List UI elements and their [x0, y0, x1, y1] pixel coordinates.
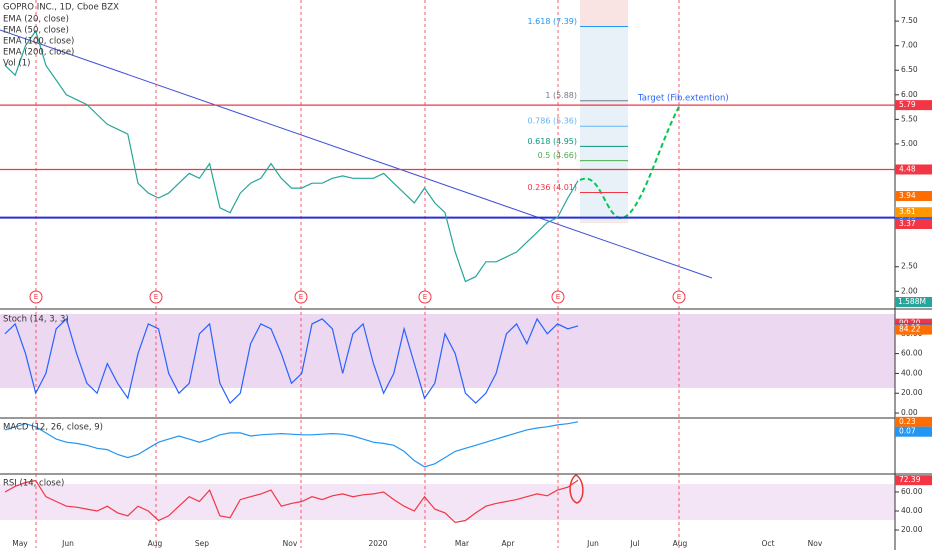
y-tick-label: 20.00: [901, 388, 923, 397]
trend-line: [0, 29, 713, 279]
event-marker: [294, 290, 308, 304]
x-tick-label: May: [12, 539, 28, 548]
fib-label: 0.236 (4.01): [528, 183, 578, 192]
legend-entry: EMA (200, close): [3, 48, 74, 58]
y-tick-label: 60.00: [901, 487, 923, 496]
price-tag: [895, 164, 932, 175]
fib-zone: [580, 27, 628, 222]
price-tag: [895, 426, 932, 437]
event-label: E: [34, 293, 38, 301]
price-tag-label: 3.37: [899, 219, 916, 228]
fib-label: 0.786 (5.36): [528, 117, 578, 126]
x-tick-label: Apr: [502, 539, 516, 548]
panel-title: RSI (14, close): [3, 479, 64, 489]
event-marker: [149, 290, 163, 304]
volume-label: 1.588M: [898, 297, 926, 306]
series-line: [4, 421, 579, 468]
x-tick-label: Jul: [629, 539, 639, 548]
series-line: [4, 29, 579, 283]
legend-entry: EMA (100, close): [3, 37, 74, 47]
y-tick-label: 7.00: [901, 41, 918, 50]
y-tick-label: 20.00: [901, 525, 923, 534]
x-tick-label: Nov: [283, 539, 298, 548]
price-tag-label: 72.39: [899, 475, 921, 484]
panel-title: Stoch (14, 3, 3): [3, 315, 69, 325]
y-tick-label: 40.00: [901, 368, 923, 377]
event-label: E: [299, 293, 303, 301]
price-tag: [895, 219, 932, 229]
y-tick-label: 40.00: [901, 506, 923, 515]
y-tick-label: 60.00: [901, 349, 923, 358]
x-tick-label: Nov: [808, 539, 823, 548]
y-tick-label: 2.50: [901, 262, 918, 271]
annotation: Target (Fib.extention): [637, 94, 729, 104]
x-tick-label: Mar: [455, 539, 470, 548]
y-tick-label: 5.50: [901, 114, 918, 123]
price-tag: [895, 416, 932, 427]
y-tick-label: 6.00: [901, 90, 918, 99]
y-tick-label: 6.50: [901, 65, 918, 74]
event-marker: [29, 290, 43, 304]
volume-tag: [895, 297, 932, 307]
price-tag-label: 5.79: [899, 100, 916, 109]
price-tag: [895, 191, 932, 201]
event-label: E: [154, 293, 158, 301]
price-tag: [895, 475, 932, 486]
price-tag: [895, 207, 932, 218]
series-line: [4, 317, 579, 405]
fib-label: 1 (5.88): [545, 91, 577, 100]
x-tick-label: Jun: [61, 539, 74, 548]
fib-label: 0.5 (4.66): [538, 151, 577, 160]
price-tag: [895, 100, 932, 111]
stoch-band: [0, 314, 895, 388]
legend-entry: EMA (50, close): [3, 26, 69, 36]
rsi-circle: [569, 474, 584, 504]
price-tag-label: 4.48: [899, 164, 916, 173]
panel-title: MACD (12, 26, close, 9): [3, 423, 103, 433]
event-label: E: [423, 293, 427, 301]
price-tag-label: 0.07: [899, 427, 916, 436]
y-tick-label: 2.00: [901, 286, 918, 295]
legend-entry: EMA (20, close): [3, 15, 69, 25]
y-tick-label: 5.00: [901, 139, 918, 148]
event-label: E: [677, 293, 681, 301]
x-tick-label: Sep: [195, 539, 209, 548]
x-tick-label: Aug: [673, 539, 688, 548]
fib-label: 1.618 (7.39): [528, 17, 578, 26]
price-tag: [895, 324, 932, 335]
fib-label: 0.618 (4.95): [528, 137, 578, 146]
x-tick-label: Aug: [148, 539, 163, 548]
x-tick-label: 2020: [368, 539, 387, 548]
price-tag-label: 3.94: [899, 191, 916, 200]
rsi-band: [0, 484, 895, 520]
y-tick-label: 7.50: [901, 16, 918, 25]
legend-entry: Vol (1): [3, 59, 30, 69]
x-tick-label: Oct: [762, 539, 775, 548]
price-tag-label: 0.23: [899, 417, 916, 426]
y-tick-label: 0.00: [901, 408, 918, 417]
price-tag-label: 84.22: [899, 325, 921, 334]
event-label: E: [556, 293, 560, 301]
series-line: [4, 479, 579, 524]
event-marker: [551, 290, 565, 304]
panel-title: GOPRO INC., 1D, Cboe BZX: [3, 3, 119, 13]
x-tick-label: Jun: [586, 539, 599, 548]
event-marker: [418, 290, 432, 304]
event-marker: [672, 290, 686, 304]
price-tag-label: 3.61: [899, 207, 916, 216]
